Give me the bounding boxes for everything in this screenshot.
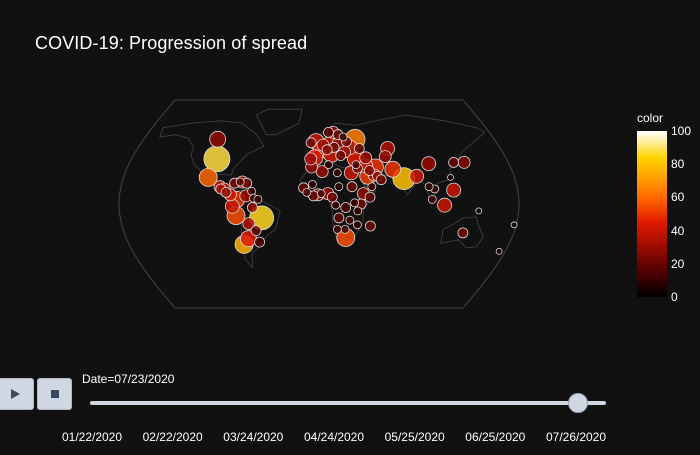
slider-tick-label: 01/22/2020 [61,430,123,444]
country-bubble[interactable] [437,197,453,213]
country-bubble[interactable] [364,220,376,232]
country-bubble[interactable] [427,194,437,204]
date-slider-track[interactable] [90,401,606,405]
colorbar-title: color [637,111,664,125]
country-bubble[interactable] [335,150,347,161]
country-bubble[interactable] [364,191,376,203]
country-bubble[interactable] [209,130,227,148]
country-bubble[interactable] [448,156,460,168]
colorbar-tick-label: 60 [671,190,685,205]
slider-tick-label: 04/24/2020 [303,430,365,444]
country-bubble[interactable] [375,174,387,186]
country-bubble[interactable] [331,200,341,210]
country-bubble[interactable] [332,168,342,178]
country-bubble[interactable] [475,207,483,215]
country-bubble[interactable] [254,236,266,248]
colorbar-tick-label: 80 [671,157,685,172]
colorbar-tick-label: 40 [671,223,685,238]
slider-tick-label: 06/25/2020 [465,430,526,444]
country-bubble[interactable] [359,151,373,165]
country-bubble[interactable] [421,156,437,172]
country-bubble[interactable] [333,212,345,224]
country-bubble[interactable] [457,227,469,239]
map-frame-outline [118,99,520,309]
country-bubble[interactable] [495,247,503,255]
colorbar-tick-label: 100 [671,124,692,138]
country-bubble[interactable] [315,165,329,179]
country-bubble[interactable] [307,179,317,189]
country-bubble[interactable] [220,186,232,198]
land-australia [440,216,484,249]
country-bubble[interactable] [253,194,263,204]
country-bubble[interactable] [224,198,240,214]
country-bubble[interactable] [250,225,262,237]
play-icon [11,389,20,399]
colorbar-tick-label: 20 [671,256,685,271]
country-bubble[interactable] [353,206,363,216]
country-bubble[interactable] [323,126,334,138]
bubble-layer [198,125,518,255]
land-africa [300,160,377,244]
country-bubble[interactable] [350,198,360,208]
stop-icon [50,390,59,398]
country-bubble[interactable] [457,155,471,169]
country-bubble[interactable] [345,215,355,225]
country-bubble[interactable] [510,221,518,229]
country-bubble[interactable] [384,160,402,178]
country-bubble[interactable] [235,177,245,187]
colorbar [637,131,667,297]
stop-button[interactable] [37,378,72,410]
country-bubble[interactable] [367,182,377,192]
country-bubble[interactable] [424,182,434,192]
country-bubble[interactable] [351,160,361,170]
country-bubble[interactable] [334,182,344,192]
country-bubble[interactable] [321,144,333,156]
country-bubble[interactable] [378,150,392,164]
country-bubble[interactable] [447,173,454,181]
slider-current-label: Date=07/23/2020 [82,372,175,386]
country-bubble[interactable] [324,160,333,170]
country-bubble[interactable] [304,152,318,166]
country-bubble[interactable] [363,165,375,176]
country-bubble[interactable] [340,224,350,234]
country-bubble[interactable] [198,167,218,187]
country-bubble[interactable] [246,202,258,213]
country-bubble[interactable] [316,189,326,199]
country-bubble[interactable] [352,220,362,230]
country-bubble[interactable] [353,143,365,154]
colorbar-tick-label: 0 [671,290,678,304]
chart-title: COVID-19: Progression of spread [35,33,308,53]
country-bubble[interactable] [346,181,358,193]
country-bubble[interactable] [338,132,348,142]
land-greenland [255,108,303,136]
slider-tick-label: 05/25/2020 [384,430,445,444]
country-bubble[interactable] [305,137,317,149]
country-bubble[interactable] [333,224,342,234]
country-bubble[interactable] [340,202,352,213]
slider-tick-label: 02/22/2020 [142,430,203,444]
country-bubble[interactable] [302,187,312,197]
country-bubble[interactable] [409,168,425,184]
slider-tick-label: 07/26/2020 [545,430,607,444]
country-bubble[interactable] [203,145,231,173]
slider-tick-label: 03/24/2020 [223,430,284,444]
date-slider-handle[interactable] [567,393,588,413]
country-bubble[interactable] [446,182,462,198]
play-button[interactable] [0,378,34,410]
country-bubble[interactable] [242,217,256,231]
country-bubble[interactable] [326,191,338,203]
